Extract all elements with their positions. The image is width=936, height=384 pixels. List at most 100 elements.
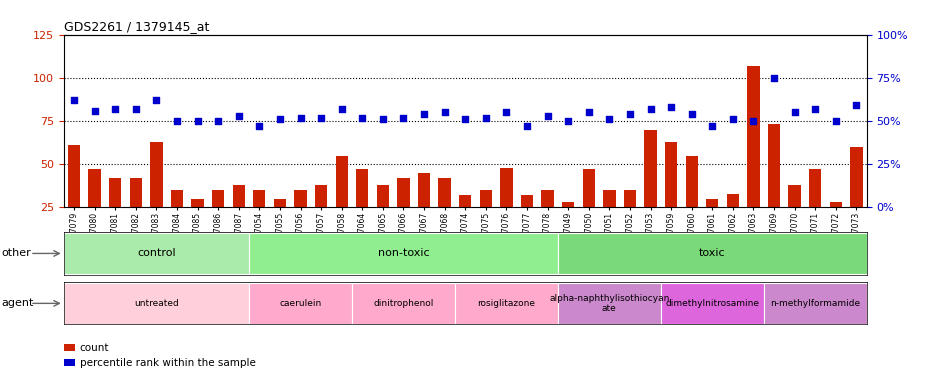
Point (498, 109, 513, 116)
Bar (685, 156, 697, 207)
Bar (706, 199, 718, 207)
Bar (582, 169, 594, 207)
Bar (232, 185, 244, 207)
Bar (67, 145, 80, 207)
Point (827, 118, 842, 124)
Point (539, 113, 554, 119)
Bar (253, 190, 265, 207)
Text: dinitrophenol: dinitrophenol (373, 299, 433, 308)
Point (724, 116, 739, 122)
Point (683, 111, 698, 117)
Point (437, 109, 452, 116)
Bar (849, 147, 862, 207)
Bar (520, 195, 533, 207)
Text: toxic: toxic (698, 248, 724, 258)
Bar (808, 169, 821, 207)
Bar (459, 195, 471, 207)
Bar (665, 142, 677, 207)
Bar (170, 190, 183, 207)
Point (108, 106, 123, 112)
Point (477, 114, 492, 121)
Bar (249, 283, 352, 324)
Point (704, 123, 719, 129)
Point (807, 106, 822, 112)
Bar (562, 202, 574, 207)
Point (622, 111, 636, 117)
Bar (500, 167, 512, 207)
Bar (828, 202, 841, 207)
Point (355, 114, 370, 121)
Point (642, 106, 657, 112)
Text: other: other (2, 248, 32, 258)
Bar (438, 178, 450, 207)
Text: GDS2261 / 1379145_at: GDS2261 / 1379145_at (64, 20, 209, 33)
Bar (644, 130, 656, 207)
Point (128, 106, 143, 112)
Bar (376, 185, 388, 207)
Point (786, 109, 801, 116)
Point (601, 116, 616, 122)
Point (190, 118, 205, 124)
Bar (660, 283, 763, 324)
Bar (64, 233, 249, 274)
Point (519, 123, 534, 129)
Text: rosiglitazone: rosiglitazone (476, 299, 534, 308)
Text: control: control (137, 248, 175, 258)
Point (457, 116, 472, 122)
Text: dimethylnitrosamine: dimethylnitrosamine (665, 299, 758, 308)
Point (66, 97, 81, 103)
Bar (417, 173, 430, 207)
Bar (352, 283, 455, 324)
Bar (335, 156, 347, 207)
Point (231, 113, 246, 119)
Bar (129, 178, 142, 207)
Text: agent: agent (2, 298, 35, 308)
Text: n-methylformamide: n-methylformamide (769, 299, 859, 308)
Bar (768, 124, 780, 207)
Bar (479, 190, 491, 207)
Bar (212, 190, 224, 207)
Point (745, 118, 760, 124)
Bar (109, 178, 122, 207)
Bar (747, 66, 759, 207)
Bar (557, 233, 866, 274)
Point (580, 109, 595, 116)
Bar (249, 233, 557, 274)
Point (848, 103, 863, 109)
Point (314, 114, 329, 121)
Point (87, 108, 102, 114)
Bar (541, 190, 553, 207)
Text: caerulein: caerulein (279, 299, 321, 308)
Bar (88, 169, 101, 207)
Point (417, 111, 431, 117)
Bar (603, 190, 615, 207)
Bar (726, 194, 739, 207)
Point (375, 116, 390, 122)
Bar (294, 190, 306, 207)
Bar (787, 185, 800, 207)
Point (252, 123, 267, 129)
Bar (273, 199, 285, 207)
Bar (763, 283, 866, 324)
Text: count: count (80, 343, 109, 353)
Point (396, 114, 411, 121)
Bar (397, 178, 409, 207)
Bar (623, 190, 636, 207)
Point (169, 118, 184, 124)
Point (560, 118, 575, 124)
Bar (557, 283, 660, 324)
Bar (314, 185, 327, 207)
Text: percentile rank within the sample: percentile rank within the sample (80, 358, 256, 368)
Bar (150, 142, 162, 207)
Bar (356, 169, 368, 207)
Point (149, 97, 164, 103)
Text: non-toxic: non-toxic (377, 248, 429, 258)
Text: alpha-naphthylisothiocyan
ate: alpha-naphthylisothiocyan ate (548, 294, 669, 313)
Bar (455, 283, 557, 324)
Point (272, 116, 287, 122)
Point (211, 118, 226, 124)
Bar (64, 283, 249, 324)
Point (663, 104, 678, 110)
Point (334, 106, 349, 112)
Text: untreated: untreated (134, 299, 179, 308)
